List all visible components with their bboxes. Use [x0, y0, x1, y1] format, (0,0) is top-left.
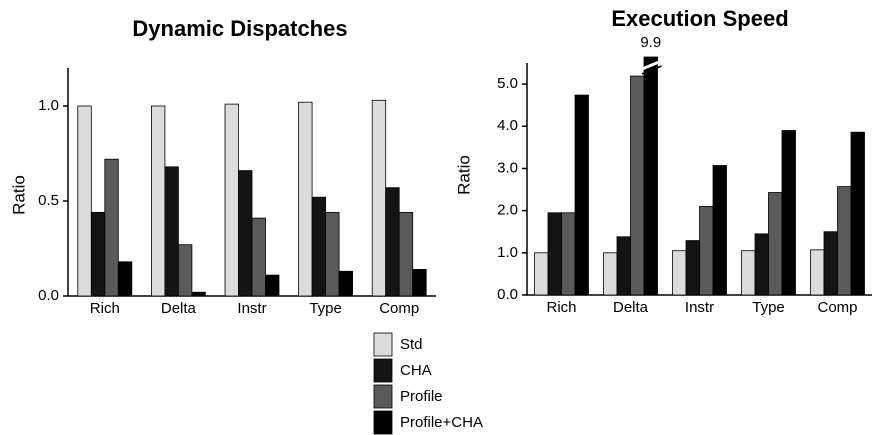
legend-label: Profile	[400, 388, 443, 405]
bar	[741, 250, 756, 296]
bar	[311, 196, 327, 297]
bar	[90, 211, 106, 297]
y-axis-label: Ratio	[454, 155, 473, 195]
x-tick-label: Rich	[546, 299, 576, 316]
bar	[77, 105, 92, 297]
chart-title: Dynamic Dispatches	[132, 16, 347, 41]
bar	[574, 94, 589, 296]
legend-label: Profile+CHA	[400, 414, 483, 431]
bar	[754, 233, 769, 296]
bar	[298, 101, 313, 297]
y-axis-label: Ratio	[9, 175, 28, 215]
bar	[104, 158, 119, 297]
bar	[603, 252, 618, 296]
bar	[117, 261, 133, 297]
bar	[534, 252, 549, 296]
y-tick-label: 5.0	[497, 75, 518, 92]
axis-break	[641, 59, 663, 71]
bar	[325, 211, 340, 297]
legend-swatch	[373, 332, 393, 357]
x-tick-label: Rich	[90, 300, 120, 317]
legend-swatch	[373, 358, 393, 383]
bar	[672, 250, 687, 296]
x-tick-label: Comp	[817, 299, 857, 316]
x-tick-label: Type	[752, 299, 785, 316]
bar	[781, 130, 796, 296]
y-tick-label: 1.0	[38, 97, 59, 114]
bar	[561, 212, 576, 296]
y-tick-label: 0.0	[38, 287, 59, 304]
bar	[412, 268, 427, 297]
bar	[810, 249, 825, 296]
bar	[251, 217, 266, 297]
x-tick-label: Instr	[685, 299, 714, 316]
bar	[238, 170, 253, 297]
y-tick-label: 4.0	[497, 117, 518, 134]
bar	[265, 274, 280, 297]
bar	[630, 75, 645, 296]
legend-swatch	[373, 384, 393, 409]
x-tick-label: Type	[309, 300, 342, 317]
x-tick-label: Comp	[379, 300, 419, 317]
bar	[850, 131, 865, 296]
legend-label: CHA	[400, 362, 432, 379]
bar	[398, 211, 414, 297]
y-tick-label: 3.0	[497, 159, 518, 176]
x-tick-label: Instr	[237, 300, 266, 317]
bar	[385, 187, 400, 297]
bar	[699, 206, 714, 296]
bar	[547, 212, 562, 296]
bar	[837, 186, 852, 296]
axis-break	[641, 65, 662, 75]
bar	[150, 105, 166, 297]
bar	[177, 244, 193, 297]
bar	[338, 270, 354, 297]
bar	[224, 103, 239, 297]
bar	[685, 240, 700, 296]
y-tick-label: 0.5	[38, 192, 59, 209]
value-label: 9.9	[640, 34, 661, 51]
y-tick-label: 2.0	[497, 202, 518, 219]
bar	[164, 166, 179, 297]
bar	[643, 56, 658, 296]
y-tick-label: 1.0	[497, 244, 518, 261]
chart-title: Execution Speed	[611, 6, 788, 31]
legend-swatch	[373, 410, 393, 435]
legend-label: Std	[400, 336, 423, 353]
bar	[712, 165, 727, 296]
bar	[823, 231, 838, 296]
y-tick-label: 0.0	[497, 286, 518, 303]
bar	[191, 291, 206, 297]
x-tick-label: Delta	[161, 300, 197, 317]
x-tick-label: Delta	[613, 299, 649, 316]
bar	[616, 236, 631, 296]
bar	[371, 99, 387, 297]
bar	[768, 192, 783, 296]
